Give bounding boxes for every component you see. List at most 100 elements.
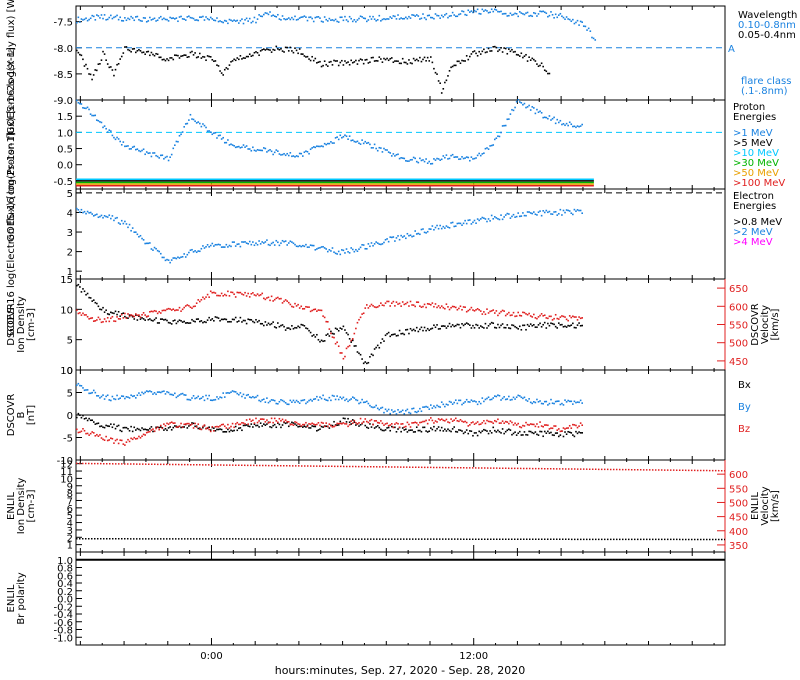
data-point xyxy=(376,407,379,410)
data-point xyxy=(198,428,201,430)
data-point xyxy=(508,14,510,17)
data-point xyxy=(380,342,382,344)
y2-tick-label: 450 xyxy=(729,357,748,368)
data-point xyxy=(314,424,317,426)
data-point xyxy=(139,316,142,319)
data-point xyxy=(458,420,460,423)
data-point xyxy=(337,21,340,23)
data-point xyxy=(120,219,123,222)
data-point xyxy=(88,392,90,395)
data-point xyxy=(120,430,123,433)
data-point xyxy=(492,426,495,429)
data-point xyxy=(266,48,268,50)
data-point xyxy=(447,75,449,77)
data-point xyxy=(481,50,484,53)
data-point xyxy=(305,327,307,329)
data-point xyxy=(261,418,264,420)
data-point xyxy=(94,391,97,394)
data-point xyxy=(267,401,270,404)
data-point xyxy=(319,340,321,343)
data-point xyxy=(214,19,217,22)
data-point xyxy=(582,25,585,27)
data-point xyxy=(119,140,121,143)
data-point xyxy=(230,425,232,428)
data-point xyxy=(102,216,104,219)
data-point xyxy=(370,242,373,244)
data-point xyxy=(141,427,143,429)
data-point xyxy=(411,14,413,16)
data-point xyxy=(88,18,90,21)
data-point xyxy=(198,320,201,323)
data-point xyxy=(295,155,298,157)
data-point xyxy=(330,60,332,63)
data-point xyxy=(564,325,566,328)
data-point xyxy=(522,311,524,314)
data-point xyxy=(295,305,298,307)
data-point xyxy=(579,422,582,424)
data-point xyxy=(120,395,123,397)
y-axis-label: GOES-16 log(Electron flux) [cm-2s-1sr-1] xyxy=(6,132,17,336)
data-point xyxy=(159,391,162,394)
data-point xyxy=(356,63,359,65)
data-point xyxy=(570,400,573,403)
data-point xyxy=(259,400,262,403)
legend-entry: Bz xyxy=(738,424,750,435)
data-point xyxy=(152,152,154,154)
data-point xyxy=(531,431,534,434)
data-point xyxy=(453,419,456,421)
data-point xyxy=(341,16,343,19)
data-point xyxy=(469,219,471,221)
data-point xyxy=(442,155,445,157)
data-point xyxy=(401,409,404,412)
data-point xyxy=(439,17,441,19)
data-point xyxy=(576,125,579,127)
data-point xyxy=(525,313,527,315)
data-point xyxy=(348,338,351,340)
data-point xyxy=(114,68,117,71)
data-point xyxy=(178,319,181,321)
data-point xyxy=(426,406,429,409)
series-density xyxy=(76,283,584,365)
data-point xyxy=(411,429,413,431)
data-point xyxy=(551,402,554,405)
data-point xyxy=(573,125,576,128)
data-point xyxy=(509,429,512,431)
data-point xyxy=(155,52,157,55)
data-point xyxy=(415,326,418,329)
data-point xyxy=(266,297,268,299)
data-point xyxy=(479,13,482,15)
data-point xyxy=(405,16,407,19)
data-point xyxy=(458,60,460,63)
data-point xyxy=(124,426,126,429)
data-point xyxy=(453,225,456,228)
y-tick-label: 5 xyxy=(67,189,73,200)
data-point xyxy=(543,69,546,72)
data-point xyxy=(113,219,115,222)
data-point xyxy=(458,158,460,161)
data-point xyxy=(136,233,139,236)
data-point xyxy=(272,14,274,17)
data-point xyxy=(456,420,459,422)
data-point xyxy=(434,429,437,432)
y2-tick-label: 600 xyxy=(729,302,748,313)
data-point xyxy=(351,422,354,425)
data-point xyxy=(194,52,196,54)
data-point xyxy=(241,421,243,424)
data-point xyxy=(102,126,104,129)
data-point xyxy=(180,55,182,58)
data-point xyxy=(110,317,112,320)
data-point xyxy=(454,417,457,420)
data-point xyxy=(423,303,426,306)
data-point xyxy=(192,422,195,425)
data-point xyxy=(439,429,441,432)
data-point xyxy=(334,18,337,21)
data-point xyxy=(547,211,549,214)
data-point xyxy=(287,50,290,52)
data-point xyxy=(298,17,301,19)
data-point xyxy=(536,433,538,436)
data-point xyxy=(529,423,532,425)
data-point xyxy=(493,395,496,397)
data-point xyxy=(380,407,382,409)
data-point xyxy=(400,305,402,307)
data-point xyxy=(508,327,510,329)
